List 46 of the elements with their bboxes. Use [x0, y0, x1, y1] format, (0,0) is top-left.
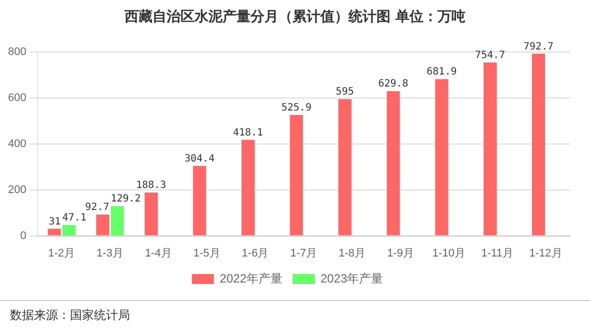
data-label: 792.7: [523, 41, 554, 52]
bar: [241, 140, 255, 236]
y-tick-label: 400: [8, 138, 26, 150]
data-label: 595: [336, 86, 354, 98]
x-tick-label: 1-2月: [48, 247, 76, 260]
data-label: 31: [48, 216, 61, 228]
data-label: 47.1: [62, 212, 86, 224]
bar: [110, 206, 124, 236]
x-tick-label: 1-5月: [193, 247, 220, 260]
data-label: 629.8: [378, 78, 408, 90]
data-label: 188.3: [136, 180, 166, 192]
legend-label: 2022年产量: [220, 271, 283, 286]
bar: [532, 54, 546, 236]
x-tick-label: 1-7月: [290, 247, 318, 260]
y-tick-label: 600: [8, 92, 26, 104]
bar: [62, 224, 76, 236]
bar: [96, 214, 110, 236]
x-tick-label: 1-10月: [432, 247, 466, 260]
bar: [435, 79, 448, 236]
data-label: 525.9: [281, 102, 312, 114]
bar: [386, 91, 400, 236]
data-label: 418.1: [232, 127, 264, 138]
bar: [48, 228, 61, 236]
x-tick-label: 1-9月: [387, 247, 414, 260]
x-tick-label: 1-12月: [529, 247, 562, 260]
bar: [193, 166, 206, 236]
x-tick-label: 1-11月: [481, 247, 514, 260]
legend-label: 2023年产量: [320, 271, 384, 286]
data-label: 129.2: [110, 194, 141, 205]
data-label: 754.7: [475, 50, 506, 61]
x-tick-label: 1-8月: [338, 247, 366, 260]
x-tick-label: 1-6月: [242, 247, 269, 260]
x-tick-label: 1-3月: [96, 247, 124, 260]
bar: [144, 192, 158, 236]
data-label: 681.9: [426, 66, 457, 78]
y-tick-label: 0: [20, 230, 26, 242]
y-tick-label: 800: [8, 46, 26, 58]
bar: [290, 114, 303, 236]
data-label: 92.7: [85, 202, 110, 214]
x-tick-label: 1-4月: [144, 247, 172, 260]
bar: [484, 62, 497, 236]
data-label: 304.4: [184, 153, 215, 164]
source-note: 数据来源：国家统计局: [10, 307, 130, 324]
chart-title: 西藏自治区水泥产量分月（累计值）统计图 单位：万吨: [124, 8, 466, 26]
y-tick-label: 200: [8, 184, 26, 196]
bar: [338, 99, 352, 236]
